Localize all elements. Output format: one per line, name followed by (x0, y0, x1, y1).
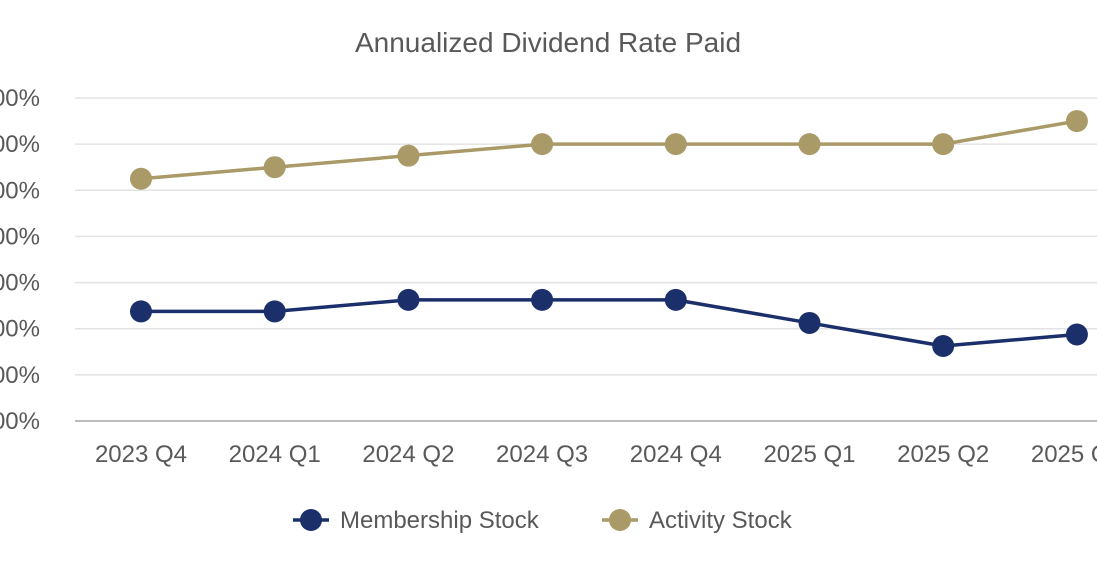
y-tick-label: 8.00% (0, 223, 40, 250)
data-point (664, 133, 687, 156)
data-point (130, 167, 152, 190)
x-axis-tick-labels: 2023 Q4 2024 Q1 2024 Q2 2024 Q3 2024 Q4 2025 … (95, 441, 1097, 468)
series-activity-stock (130, 110, 1088, 190)
y-tick-label: 4.00% (0, 316, 40, 343)
x-tick-label: 2025 Q1 (763, 441, 855, 468)
data-point (932, 335, 955, 358)
data-point (932, 133, 955, 156)
chart-title: Annualized Dividend Rate Paid (355, 27, 741, 58)
series-line (141, 298, 1078, 348)
legend-marker (300, 509, 322, 531)
y-tick-label: 2.00% (0, 362, 40, 389)
legend-label: Activity Stock (649, 507, 793, 534)
y-tick-label: 12.00% (0, 131, 40, 158)
data-point (664, 288, 687, 311)
data-point (798, 311, 821, 334)
legend-item: Membership Stock (293, 507, 540, 534)
legend-label: Membership Stock (340, 507, 540, 534)
x-tick-label: 2024 Q2 (362, 441, 454, 468)
series-layer (130, 110, 1088, 358)
data-point (1065, 110, 1088, 133)
data-point (397, 144, 420, 167)
y-tick-label: 6.00% (0, 270, 40, 297)
data-point (1065, 323, 1088, 346)
data-point (263, 156, 286, 179)
data-point (397, 288, 420, 311)
x-tick-label: 2025 Q3 (1031, 441, 1097, 468)
data-point (130, 300, 152, 323)
x-tick-label: 2024 Q4 (630, 441, 722, 468)
legend: Membership Stock Activity Stock (293, 507, 793, 534)
data-point (798, 133, 821, 156)
legend-item: Activity Stock (602, 507, 793, 534)
data-point (531, 288, 554, 311)
x-tick-label: 2025 Q2 (897, 441, 989, 468)
y-tick-label: 14.00% (0, 85, 40, 112)
data-point (263, 300, 286, 323)
y-tick-label: 0.00% (0, 408, 40, 435)
x-tick-label: 2024 Q3 (496, 441, 588, 468)
x-tick-label: 2023 Q4 (95, 441, 187, 468)
series-membership-stock (130, 288, 1088, 358)
series-line (140, 119, 1078, 181)
x-tick-label: 2024 Q1 (229, 441, 321, 468)
data-point (531, 133, 554, 156)
y-tick-label: 10.00% (0, 177, 40, 204)
legend-marker (609, 509, 631, 531)
y-axis-tick-labels: 0.00% 2.00% 4.00% 6.00% 8.00% 10.00% 12.00% 14.… (0, 85, 40, 435)
